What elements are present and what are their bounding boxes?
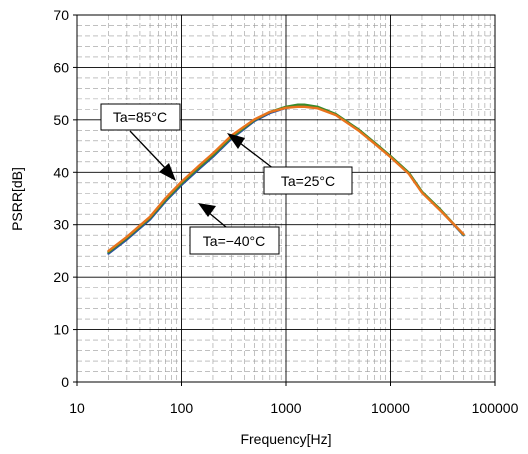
x-axis-ticks: 10 100 1000 10000 100000 [69,382,519,416]
annotation-box-40 [189,226,280,255]
y-tick-label: 60 [53,59,69,75]
series-line-2 [107,105,465,253]
y-tick-label: 20 [53,269,69,285]
annotation-arrow-25 [235,139,275,170]
x-tick-label: 100 [170,400,194,416]
x-tick-label: 10000 [371,400,410,416]
y-tick-label: 50 [53,112,69,128]
annotation-arrow-85 [129,130,169,172]
x-tick-label: 10 [69,400,85,416]
annotation-arrowhead-85 [159,163,176,181]
y-tick-label: 0 [61,374,69,390]
annotation-arrowhead-25 [227,133,245,149]
x-tick-label: 100000 [472,400,519,416]
annotation-text-85: Ta=85°C [113,109,167,125]
y-tick-label: 40 [53,164,69,180]
y-axis-label: PSRR[dB] [9,167,25,231]
y-tick-label: 10 [53,322,69,338]
y-tick-label: 70 [53,7,69,23]
annotation-arrowhead-40 [198,203,216,217]
annotation-box-85 [100,103,181,131]
y-tick-label: 30 [53,217,69,233]
annotation-text-40: Ta=−40°C [203,233,265,249]
annotations: Ta=85°C Ta=25°C Ta=−40°C [100,103,353,255]
x-tick-label: 1000 [270,400,301,416]
annotation-text-25: Ta=25°C [281,173,335,189]
annotation-box-25 [263,166,353,195]
annotation-arrow-40 [207,211,227,228]
y-axis-ticks: 0 10 20 30 40 50 60 70 [53,7,77,390]
series-layer [107,103,465,255]
x-axis-label: Frequency[Hz] [240,431,331,447]
